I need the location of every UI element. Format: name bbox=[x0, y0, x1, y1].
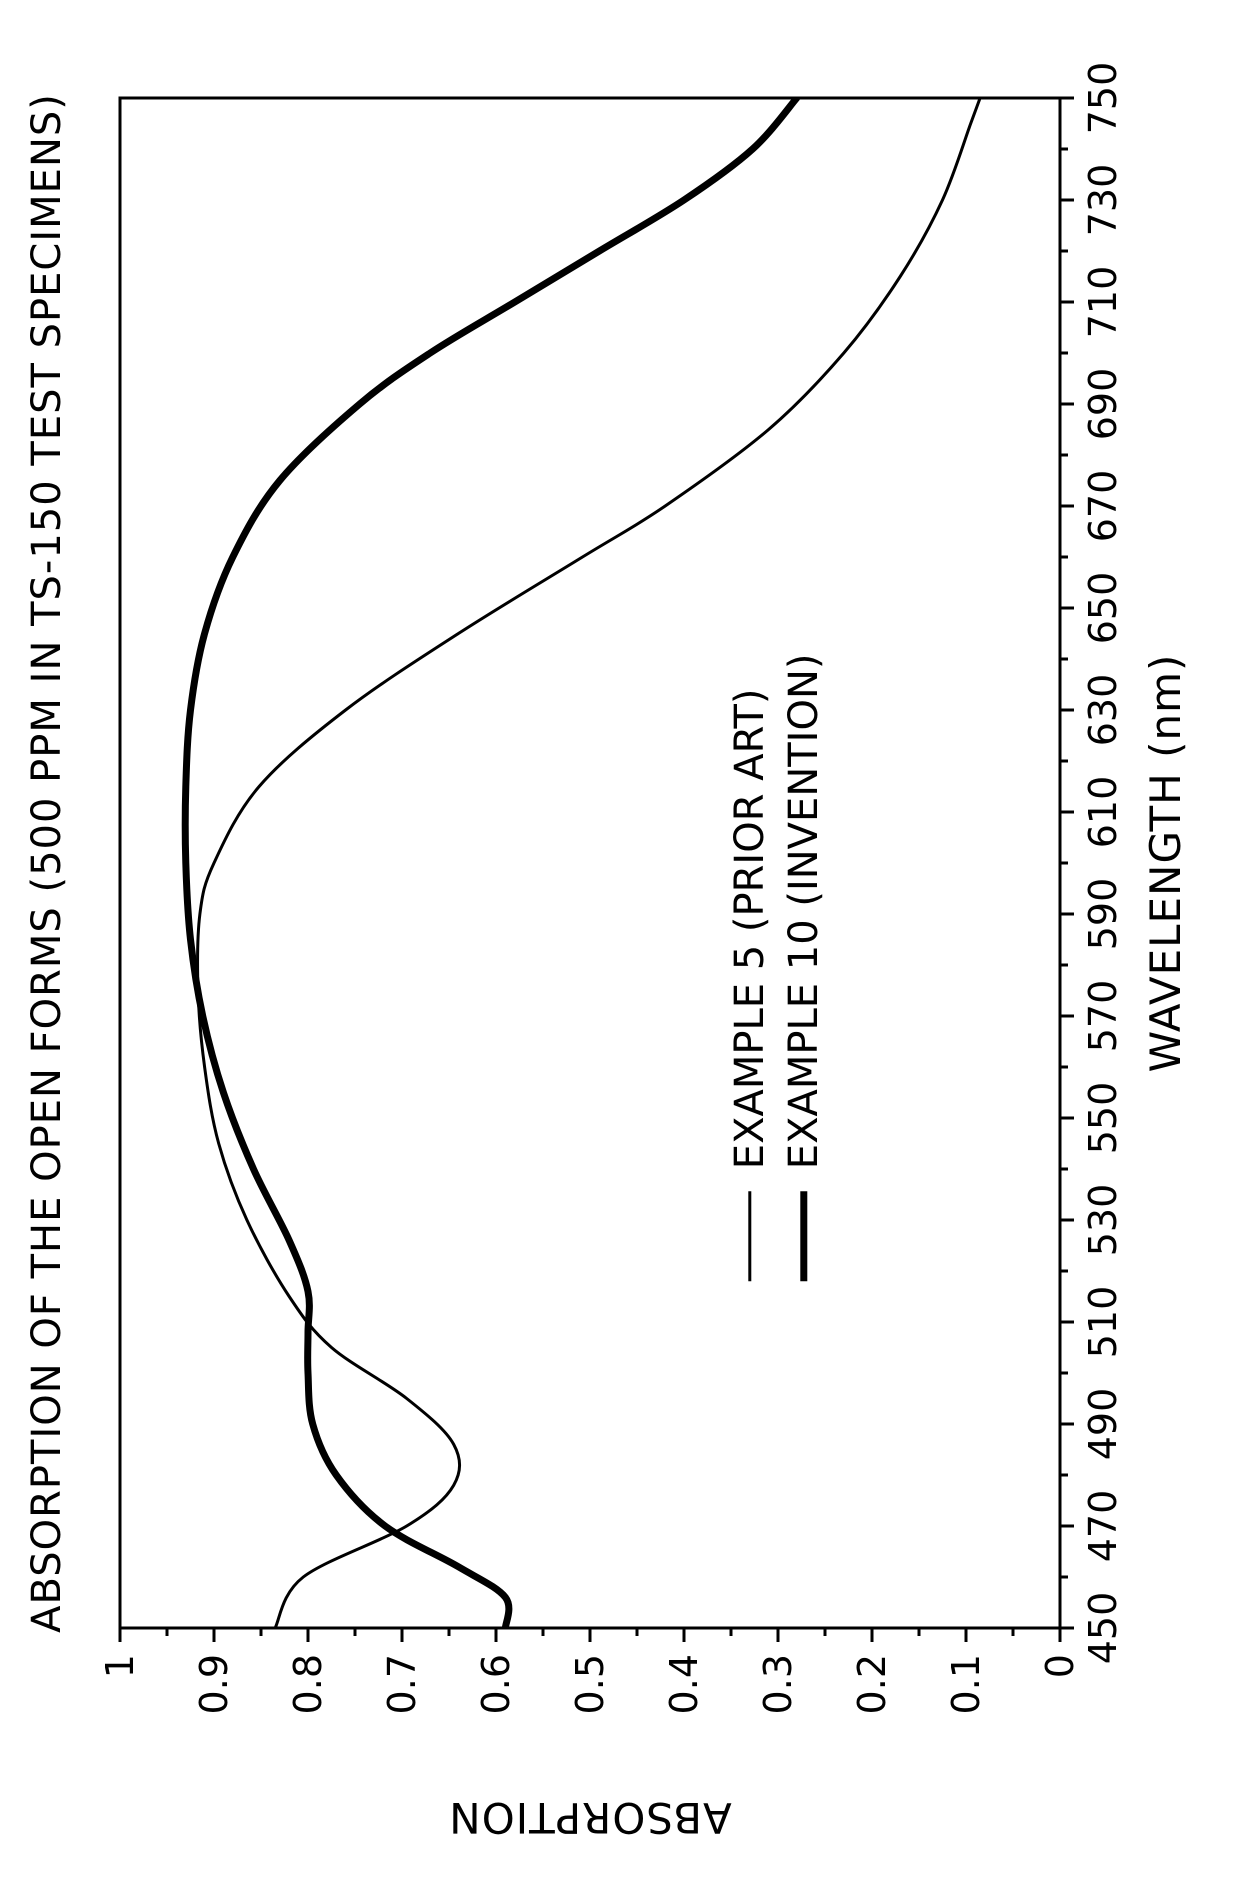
y-tick-label: 0.9 bbox=[192, 1654, 236, 1714]
x-tick-label: 570 bbox=[1081, 980, 1125, 1053]
absorption-chart: ABSORPTION OF THE OPEN FORMS (500 PPM IN… bbox=[0, 0, 1240, 1898]
chart-title: ABSORPTION OF THE OPEN FORMS (500 PPM IN… bbox=[24, 93, 70, 1633]
x-tick-label: 550 bbox=[1081, 1082, 1125, 1155]
x-tick-label: 610 bbox=[1081, 776, 1125, 849]
y-tick-label: 0.6 bbox=[474, 1654, 518, 1714]
x-tick-label: 750 bbox=[1081, 62, 1125, 135]
x-tick-label: 670 bbox=[1081, 470, 1125, 543]
y-tick-label: 0.2 bbox=[850, 1654, 894, 1714]
x-tick-label: 730 bbox=[1081, 164, 1125, 237]
x-tick-label: 510 bbox=[1081, 1286, 1125, 1359]
x-tick-label: 630 bbox=[1081, 674, 1125, 747]
x-tick-label: 710 bbox=[1081, 266, 1125, 339]
x-tick-label: 650 bbox=[1081, 572, 1125, 645]
x-axis-label: WAVELENGTH (nm) bbox=[1141, 654, 1190, 1073]
x-tick-label: 530 bbox=[1081, 1184, 1125, 1257]
x-tick-label: 490 bbox=[1081, 1388, 1125, 1461]
x-tick-label: 590 bbox=[1081, 878, 1125, 951]
plot-frame bbox=[120, 98, 1060, 1628]
x-tick-label: 450 bbox=[1081, 1592, 1125, 1665]
y-tick-label: 0 bbox=[1038, 1654, 1082, 1678]
series-ex5 bbox=[198, 98, 981, 1628]
legend-label-ex5: EXAMPLE 5 (PRIOR ART) bbox=[727, 688, 773, 1169]
y-tick-label: 0.7 bbox=[380, 1654, 424, 1714]
y-tick-label: 0.8 bbox=[286, 1654, 330, 1714]
x-tick-label: 690 bbox=[1081, 368, 1125, 441]
x-tick-label: 470 bbox=[1081, 1490, 1125, 1563]
y-tick-label: 0.1 bbox=[944, 1654, 988, 1714]
y-axis-label: ABSORPTION bbox=[448, 1793, 732, 1842]
y-tick-label: 0.3 bbox=[756, 1654, 800, 1714]
series-ex10 bbox=[185, 98, 797, 1628]
y-tick-label: 0.4 bbox=[662, 1654, 706, 1714]
y-tick-label: 0.5 bbox=[568, 1654, 612, 1714]
y-tick-label: 1 bbox=[98, 1654, 142, 1678]
legend-label-ex10: EXAMPLE 10 (INVENTION) bbox=[781, 654, 827, 1170]
